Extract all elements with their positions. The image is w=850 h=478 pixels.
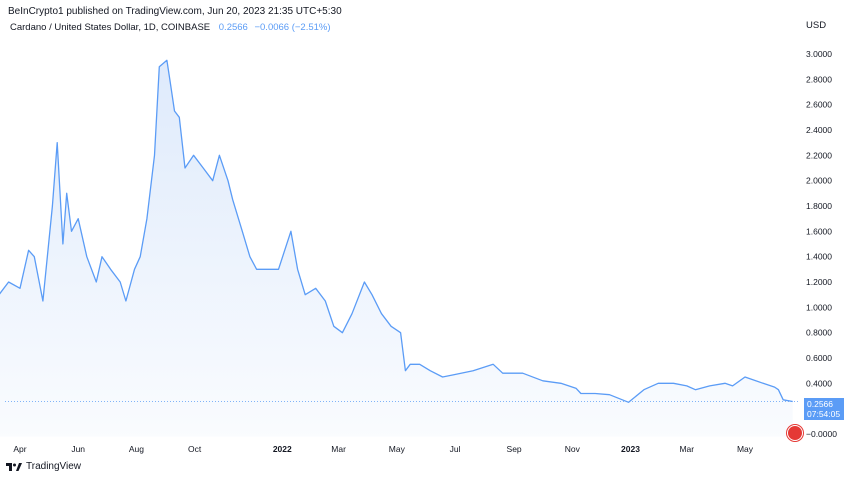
y-tick-label: 0.4000: [806, 378, 832, 388]
y-tick-label: 2.2000: [806, 150, 832, 160]
y-tick-label: 3.0000: [806, 49, 832, 59]
symbol-title: Cardano / United States Dollar, 1D, COIN…: [10, 22, 211, 33]
x-tick-label: 2023: [621, 444, 640, 454]
x-tick-label: Jun: [71, 444, 85, 454]
y-tick-label: 1.4000: [806, 252, 832, 262]
x-tick-label: 2022: [273, 444, 292, 454]
currency-unit[interactable]: USD: [806, 20, 827, 31]
y-axis: 3.0000 2.8000 2.6000 2.4000 2.2000 2.0000 1.80…: [806, 49, 837, 439]
last-price-tag: 0.2566 07:54:05: [804, 398, 844, 420]
x-tick-label: Jul: [450, 444, 461, 454]
price-area: [0, 60, 793, 437]
y-tick-label: 1.0000: [806, 302, 832, 312]
x-tick-label: Oct: [188, 444, 202, 454]
price-line: [0, 59, 793, 403]
y-tick-label: 2.8000: [806, 74, 832, 84]
x-tick-label: Mar: [331, 444, 346, 454]
footer-brand[interactable]: TradingView: [6, 461, 81, 472]
price-change: −0.0066 (−2.51%): [254, 22, 331, 33]
y-tick-label: 1.6000: [806, 226, 832, 236]
tradingview-logo-icon: [6, 462, 22, 471]
flag-icon[interactable]: [787, 425, 803, 441]
x-tick-label: Mar: [679, 444, 694, 454]
y-tick-label: 0.6000: [806, 353, 832, 363]
y-tick-label: 1.2000: [806, 277, 832, 287]
x-tick-label: Apr: [13, 444, 26, 454]
y-tick-label: 2.6000: [806, 100, 832, 110]
y-tick-label: −0.0000: [806, 429, 837, 439]
footer-brand-label: TradingView: [26, 461, 82, 472]
publisher-caption: BeInCrypto1 published on TradingView.com…: [8, 6, 342, 17]
last-value: 0.2566: [218, 22, 248, 33]
y-tick-label: 2.4000: [806, 125, 832, 135]
y-tick-label: 2.0000: [806, 176, 832, 186]
symbol-legend[interactable]: Cardano / United States Dollar, 1D, COIN…: [10, 22, 331, 33]
y-tick-label: 0.8000: [806, 328, 832, 338]
x-tick-label: May: [389, 444, 406, 454]
x-tick-label: Sep: [507, 444, 522, 454]
x-tick-label: Aug: [129, 444, 144, 454]
x-tick-label: Nov: [565, 444, 581, 454]
plot-area: [0, 59, 800, 437]
last-price-value: 0.2566: [807, 399, 833, 409]
x-tick-label: May: [737, 444, 754, 454]
x-axis: Apr Jun Aug Oct 2022 Mar May Jul Sep Nov 2023 Mar Ma…: [13, 444, 753, 454]
y-tick-label: 1.8000: [806, 201, 832, 211]
bar-countdown: 07:54:05: [807, 409, 841, 419]
